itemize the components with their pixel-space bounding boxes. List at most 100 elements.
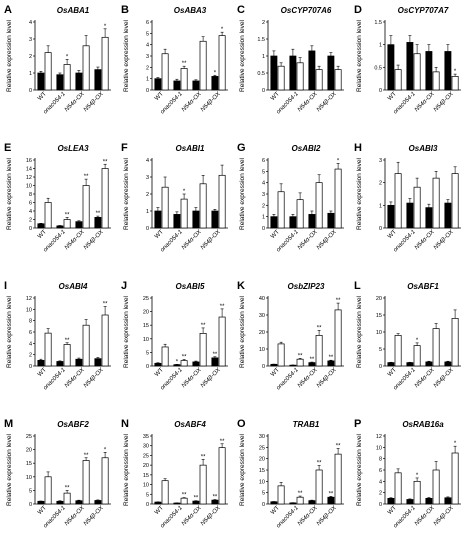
gene-title: OsABF1 [407, 282, 439, 291]
bar [444, 497, 452, 505]
y-tick-label: 4 [29, 209, 32, 215]
bar [327, 360, 335, 367]
panel-l: L OsABF1 Relative expression level 0 5 10 15 20… [354, 280, 461, 391]
y-tick-label: 0 [29, 502, 32, 508]
y-tick-label: 0 [262, 364, 265, 370]
bar [37, 359, 45, 367]
bar [180, 198, 188, 229]
y-tick-label: 0 [379, 226, 382, 232]
y-tick-label: 1 [379, 203, 382, 209]
panel-f: F OsABI1 Relative expression level 0 1 2 3 4 WT *… [121, 142, 228, 253]
y-tick-label: 4 [29, 341, 32, 347]
y-tick-label: 35 [143, 434, 149, 440]
y-tick-label: 6 [379, 468, 382, 474]
bar [154, 78, 162, 91]
significance-mark: * [454, 69, 457, 75]
significance-mark: ** [336, 443, 341, 449]
y-tick-label: 6 [29, 201, 32, 207]
y-tick-label: 10 [26, 184, 32, 190]
y-tick-label: 8 [29, 319, 32, 325]
panel-i: I OsABI4 Relative expression level 0 2 4 6 8 10 1… [4, 280, 111, 391]
bar [180, 497, 188, 505]
bar [394, 69, 402, 91]
y-tick-label: 30 [143, 444, 149, 450]
significance-mark: ** [213, 495, 218, 501]
y-axis-label: Relative expression level [123, 296, 130, 368]
y-tick-label: 4 [29, 20, 32, 26]
y-tick-label: 20 [143, 463, 149, 469]
bar [327, 212, 335, 229]
bar [75, 500, 83, 505]
significance-mark: ** [84, 453, 89, 459]
bar [308, 214, 316, 229]
y-tick-label: 2 [29, 353, 32, 359]
significance-mark: ** [329, 355, 334, 361]
y-tick-label: 2 [29, 54, 32, 60]
gene-title: OsbZIP23 [288, 282, 325, 291]
category-label: WT [154, 229, 165, 240]
panel-letter: D [354, 4, 362, 16]
bar [44, 332, 52, 367]
y-axis-label: Relative expression level [239, 20, 246, 92]
y-tick-label: 10 [376, 445, 382, 451]
category-label: N54β-OX [83, 366, 106, 389]
bar [296, 62, 304, 91]
y-tick-label: 3 [379, 158, 382, 164]
y-tick-label: 10 [26, 475, 32, 481]
y-tick-label: 1 [146, 77, 149, 83]
y-tick-label: 4 [262, 181, 265, 187]
bar [394, 173, 402, 229]
y-tick-label: 5 [146, 492, 149, 498]
y-tick-label: 0 [379, 364, 382, 370]
bar [180, 68, 188, 91]
y-tick-label: 16 [26, 158, 32, 164]
bar [315, 182, 323, 229]
significance-mark: ** [65, 212, 70, 218]
panel-letter: N [121, 418, 129, 430]
y-tick-label: 25 [143, 296, 149, 302]
panel-b: B OsABA3 Relative expression level 0 1 2 3 4 5 6 W… [121, 4, 228, 115]
bar [406, 499, 414, 505]
y-tick-label: 20 [376, 296, 382, 302]
bar [211, 76, 219, 91]
bar [406, 42, 414, 91]
y-tick-label: 0 [146, 88, 149, 94]
category-label: WT [387, 367, 398, 378]
panel-g: G OsABI2 Relative expression level 0 1 2 3 4 5 6 W… [237, 142, 344, 253]
panel-letter: P [354, 418, 361, 430]
bar [154, 501, 162, 505]
y-tick-label: 3 [262, 192, 265, 198]
bar [37, 223, 45, 229]
significance-mark: ** [310, 357, 315, 363]
bar [444, 202, 452, 229]
y-tick-label: 8 [379, 457, 382, 463]
gene-title: OsABI2 [292, 144, 321, 153]
y-axis-label: Relative expression level [123, 158, 130, 230]
bar [432, 469, 440, 505]
category-label: N54β-OX [316, 504, 339, 527]
bar [270, 501, 278, 505]
bar [394, 472, 402, 505]
significance-mark: ** [317, 460, 322, 466]
y-tick-label: 0 [29, 364, 32, 370]
panel-d: D OsCYP707A7 Relative expression level 0 0.5… [354, 4, 461, 115]
y-tick-label: 5 [379, 347, 382, 353]
significance-mark: ** [65, 485, 70, 491]
panel-letter: F [121, 142, 128, 154]
y-tick-label: 40 [259, 296, 265, 302]
significance-mark: ** [194, 496, 199, 502]
y-tick-label: 0.5 [257, 71, 265, 77]
significance-mark: ** [65, 338, 70, 344]
category-label: N54β-OX [83, 228, 106, 251]
y-tick-label: 0 [262, 226, 265, 232]
bar [37, 72, 45, 91]
significance-mark: * [221, 27, 224, 33]
category-label: WT [37, 229, 48, 240]
bar [199, 464, 207, 505]
bar [192, 361, 200, 367]
category-label: WT [154, 367, 165, 378]
bar [218, 316, 226, 367]
y-tick-label: 0 [29, 226, 32, 232]
